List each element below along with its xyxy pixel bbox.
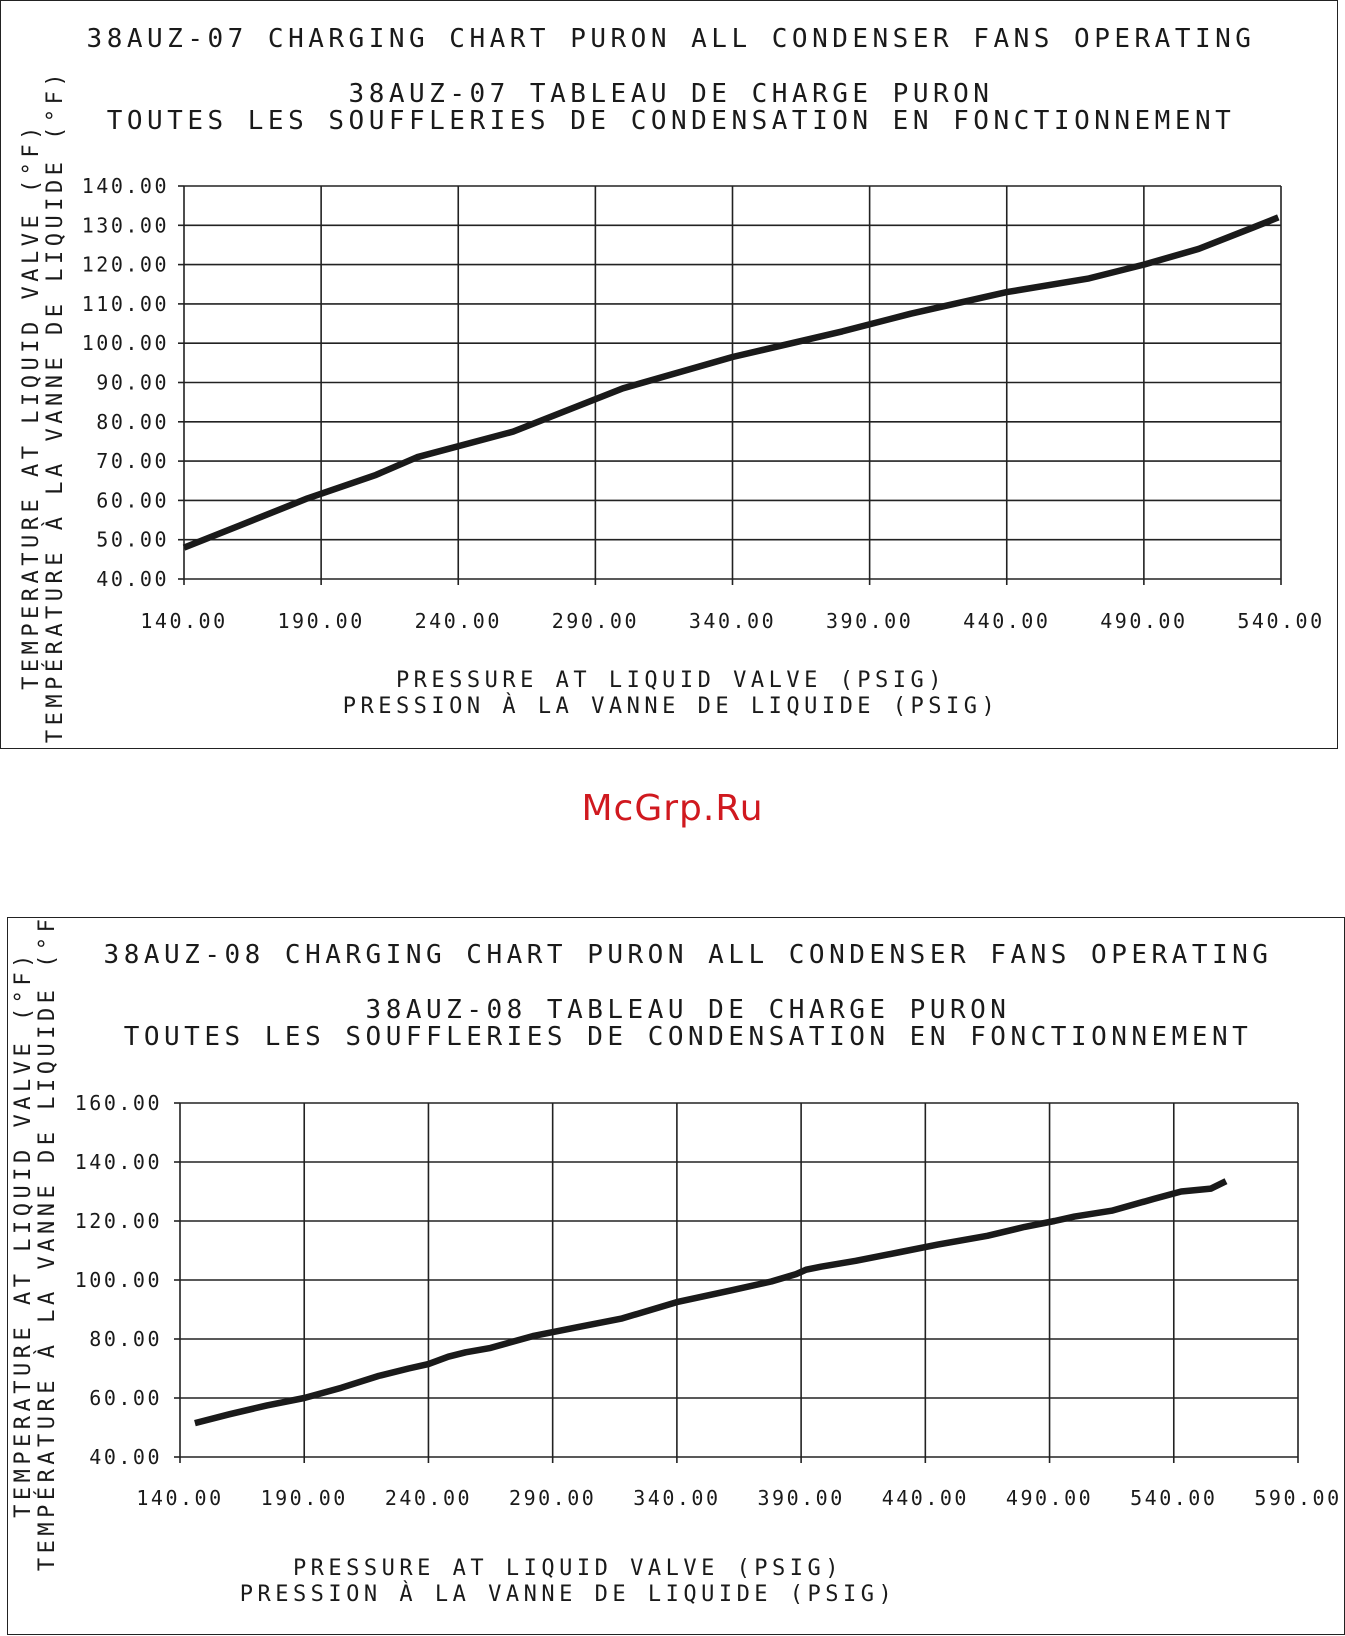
x-axis-label-line-2: PRESSION À LA VANNE DE LIQUIDE (PSIG) [343, 693, 1000, 719]
y-tick-label: 40.00 [89, 1445, 162, 1469]
y-tick-label: 110.00 [82, 292, 169, 316]
x-tick-label: 140.00 [140, 609, 227, 633]
y-tick-label: 120.00 [82, 253, 169, 277]
y-tick-label: 140.00 [75, 1150, 162, 1174]
chart-subtitle-line-1: 38AUZ-08 TABLEAU DE CHARGE PURON [366, 995, 1011, 1025]
y-axis-label-line-2: TEMPÉRATURE À LA VANNE DE LIQUIDE (°F) [34, 918, 60, 1571]
x-tick-label: 490.00 [1100, 609, 1187, 633]
plot-area: 140.00 190.00 240.00 290.00 340.00 390.00 440.… [75, 1091, 1341, 1510]
x-tick-label: 440.00 [882, 1486, 969, 1510]
x-tick-label: 240.00 [385, 1486, 472, 1510]
y-tick-label: 80.00 [96, 410, 169, 434]
chart-subtitle-line-1: 38AUZ-07 TABLEAU DE CHARGE PURON [349, 79, 994, 109]
y-tick-label: 100.00 [82, 331, 169, 355]
x-tick-label: 240.00 [415, 609, 502, 633]
y-axis-label-line-2: TEMPÉRATURE À LA VANNE DE LIQUIDE (°F) [42, 69, 68, 743]
y-tick-label: 160.00 [75, 1091, 162, 1115]
chart-title: 38AUZ-07 CHARGING CHART PURON ALL CONDEN… [87, 24, 1256, 54]
chart-38auz-07: 38AUZ-07 CHARGING CHART PURON ALL CONDEN… [19, 24, 1324, 743]
x-tick-label: 140.00 [136, 1486, 223, 1510]
x-axis-label-line-1: PRESSURE AT LIQUID VALVE (PSIG) [293, 1556, 843, 1581]
x-tick-label: 290.00 [509, 1486, 596, 1510]
x-tick-label: 540.00 [1237, 609, 1324, 633]
y-tick-label: 60.00 [89, 1386, 162, 1410]
y-tick-label: 70.00 [96, 449, 169, 473]
plot-area: 140.00 190.00 240.00 290.00 340.00 390.00 440.… [82, 174, 1324, 633]
x-axis-label-line-2: PRESSION À LA VANNE DE LIQUIDE (PSIG) [240, 1581, 897, 1607]
chart-panel-38auz-08: 38AUZ-08 CHARGING CHART PURON ALL CONDEN… [7, 917, 1345, 1635]
x-tick-label: 490.00 [1006, 1486, 1093, 1510]
x-tick-label: 540.00 [1130, 1486, 1217, 1510]
x-axis-label-line-1: PRESSURE AT LIQUID VALVE (PSIG) [396, 668, 946, 693]
x-tick-label: 590.00 [1254, 1486, 1341, 1510]
x-tick-label: 290.00 [552, 609, 639, 633]
y-axis-label-line-1: TEMPERATURE AT LIQUID VALVE (°F) [19, 122, 44, 690]
x-tick-label: 190.00 [278, 609, 365, 633]
x-tick-label: 390.00 [826, 609, 913, 633]
y-tick-label: 40.00 [96, 567, 169, 591]
data-series-line [194, 1178, 1228, 1427]
y-tick-label: 140.00 [82, 174, 169, 198]
chart-subtitle-line-2: TOUTES LES SOUFFLERIES DE CONDENSATION E… [124, 1022, 1253, 1052]
y-tick-label: 80.00 [89, 1327, 162, 1351]
chart-panel-38auz-07: 38AUZ-07 CHARGING CHART PURON ALL CONDEN… [0, 0, 1338, 749]
watermark: McGrp.Ru [581, 788, 764, 829]
y-tick-label: 90.00 [96, 371, 169, 395]
y-tick-label: 100.00 [75, 1268, 162, 1292]
y-tick-label: 120.00 [75, 1209, 162, 1233]
y-tick-label: 50.00 [96, 528, 169, 552]
y-tick-label: 130.00 [82, 213, 169, 237]
chart-title: 38AUZ-08 CHARGING CHART PURON ALL CONDEN… [104, 940, 1273, 970]
x-tick-label: 190.00 [261, 1486, 348, 1510]
x-tick-label: 340.00 [689, 609, 776, 633]
chart-subtitle-line-2: TOUTES LES SOUFFLERIES DE CONDENSATION E… [107, 106, 1236, 136]
data-series-line [182, 214, 1280, 551]
x-tick-label: 440.00 [963, 609, 1050, 633]
y-tick-label: 60.00 [96, 488, 169, 512]
chart-38auz-08: 38AUZ-08 CHARGING CHART PURON ALL CONDEN… [11, 918, 1341, 1607]
y-axis-label-line-1: TEMPERATURE AT LIQUID VALVE (°F) [11, 950, 36, 1518]
x-tick-label: 340.00 [633, 1486, 720, 1510]
x-tick-label: 390.00 [757, 1486, 844, 1510]
